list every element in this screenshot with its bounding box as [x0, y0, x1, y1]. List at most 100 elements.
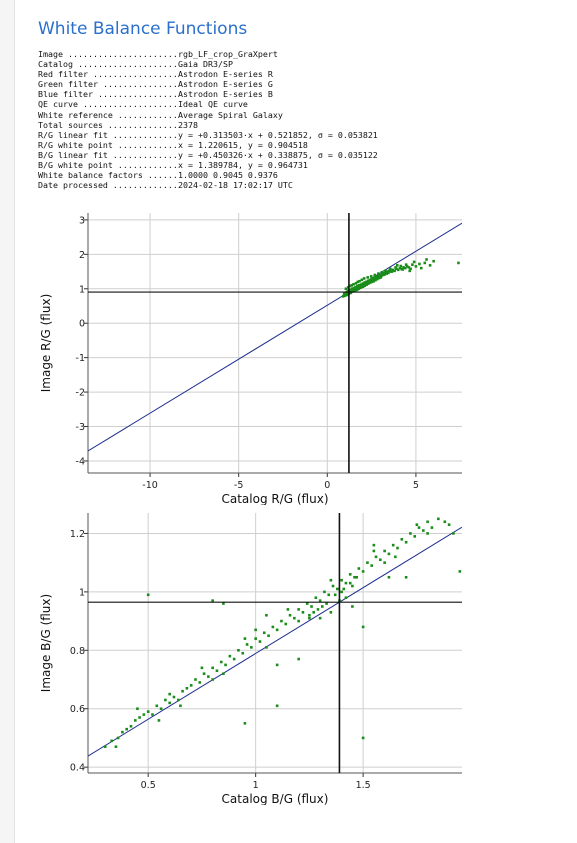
linear-fit-line — [88, 526, 462, 757]
data-point — [202, 672, 206, 675]
info-value: 2378 — [178, 119, 198, 130]
data-point — [357, 285, 360, 289]
data-point — [387, 271, 390, 275]
data-point — [452, 532, 455, 535]
data-point — [359, 286, 363, 290]
plot-area — [88, 513, 462, 773]
data-point — [360, 278, 364, 282]
data-point — [125, 727, 128, 731]
data-point — [396, 264, 399, 267]
data-point — [271, 625, 275, 629]
data-point — [228, 654, 232, 658]
data-point — [286, 608, 290, 611]
data-point — [414, 265, 418, 268]
data-point — [396, 268, 400, 272]
data-point — [241, 651, 245, 655]
data-point — [412, 260, 416, 264]
info-value: y = +0.450326·x + 0.338875, σ = 0.035122 — [178, 149, 378, 160]
data-point — [349, 291, 353, 295]
data-point — [116, 736, 120, 740]
data-point — [308, 613, 311, 617]
data-point — [418, 262, 421, 266]
data-point — [358, 279, 361, 283]
data-point — [357, 284, 361, 287]
y-tick-label: 0.4 — [70, 763, 85, 774]
data-point — [413, 535, 417, 538]
y-tick-label: 1.2 — [70, 529, 85, 540]
data-point — [398, 266, 402, 270]
info-value: x = 1.389784, y = 0.964731 — [178, 160, 308, 171]
info-key: Red filter — [38, 69, 178, 79]
page-title: White Balance Functions — [38, 19, 248, 39]
data-point — [155, 704, 159, 708]
data-point — [457, 261, 460, 265]
data-point — [189, 684, 193, 687]
info-key: Blue filter — [38, 89, 178, 99]
data-point — [103, 745, 107, 749]
data-point — [318, 616, 322, 620]
data-point — [383, 549, 386, 553]
data-point — [237, 649, 240, 652]
data-point — [176, 698, 180, 702]
data-point — [336, 587, 339, 591]
x-tick-label: 5 — [413, 480, 419, 491]
data-point — [275, 704, 279, 708]
x-tick-label: -5 — [234, 480, 243, 491]
data-point — [327, 593, 331, 597]
data-point — [222, 602, 225, 605]
data-point — [323, 590, 326, 594]
data-point — [357, 287, 361, 291]
info-row: Imagergb_LF_crop_GraXpert — [38, 49, 378, 59]
info-row: Green filterAstrodon E-series G — [38, 79, 378, 89]
data-point — [371, 278, 375, 282]
data-point — [361, 625, 365, 629]
info-row: CatalogGaia DR3/SP — [38, 59, 378, 69]
data-point — [341, 295, 345, 298]
data-point — [458, 570, 462, 573]
info-value: 2024-02-18 17:02:17 UTC — [178, 180, 293, 191]
info-value: x = 1.220615, y = 0.904518 — [178, 139, 308, 150]
data-point — [394, 266, 397, 269]
x-axis-label: Catalog B/G (flux) — [222, 792, 329, 805]
data-point — [211, 599, 214, 602]
data-point — [243, 722, 247, 725]
data-point — [297, 619, 300, 623]
data-point — [366, 561, 369, 564]
data-point — [372, 543, 376, 547]
info-key: White reference — [38, 110, 178, 120]
data-point — [361, 285, 365, 288]
data-point — [372, 549, 376, 553]
data-point — [138, 716, 141, 719]
plot-area — [88, 213, 462, 473]
data-point — [312, 611, 315, 614]
data-point — [380, 274, 383, 278]
x-tick-label: -10 — [142, 480, 158, 491]
data-point — [387, 575, 391, 579]
data-point — [348, 573, 352, 576]
data-point — [267, 634, 270, 637]
data-point — [168, 701, 171, 705]
y-tick-label: 1 — [79, 284, 85, 295]
data-point — [437, 517, 440, 521]
data-point — [417, 526, 421, 529]
data-point — [353, 575, 356, 579]
data-point — [344, 287, 348, 291]
data-point — [395, 267, 398, 271]
data-point — [342, 587, 346, 591]
data-point — [168, 692, 171, 696]
data-point — [293, 616, 296, 620]
info-value: 1.0000 0.9045 0.9376 — [178, 170, 278, 181]
data-point — [374, 278, 377, 282]
data-point — [164, 698, 167, 702]
data-point — [211, 666, 214, 670]
data-point — [352, 287, 356, 291]
data-point — [344, 596, 348, 600]
data-point — [200, 666, 204, 670]
data-point — [329, 611, 333, 614]
y-tick-label: -2 — [76, 388, 85, 399]
data-point — [198, 681, 202, 684]
data-point — [129, 724, 133, 728]
data-point — [384, 269, 387, 273]
data-point — [393, 269, 396, 273]
data-point — [370, 564, 374, 567]
